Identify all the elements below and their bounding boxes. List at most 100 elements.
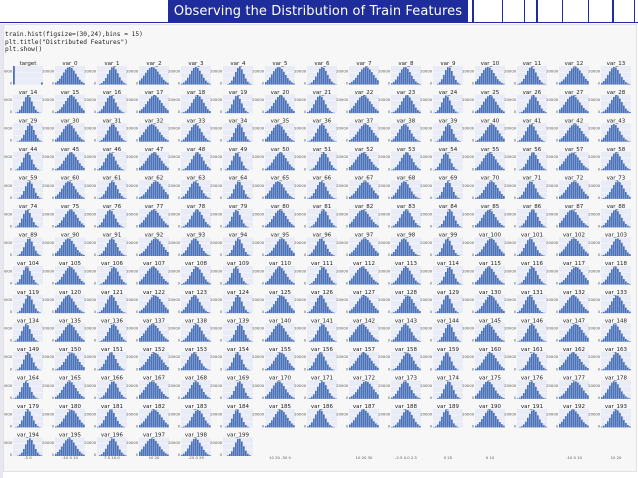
histogram-bar — [73, 384, 75, 399]
y-tick-label: 20000 — [168, 297, 181, 302]
histogram-bar — [615, 267, 617, 285]
histogram-bar — [291, 250, 293, 256]
histogram-bar — [357, 213, 359, 228]
y-tick-label: 20000 — [168, 97, 181, 102]
histogram-bar — [19, 454, 21, 456]
histogram-bar — [503, 340, 505, 342]
histogram-bar — [569, 210, 571, 228]
histogram-bar — [79, 220, 81, 228]
histogram-bar — [377, 340, 379, 342]
y-tick-label: 0 — [52, 195, 55, 200]
histogram-bar — [535, 270, 537, 285]
histogram-bar — [559, 310, 561, 314]
histogram-bar — [65, 383, 67, 399]
histogram-bar — [29, 329, 31, 342]
histogram-bar — [153, 409, 155, 428]
histogram-bar — [163, 221, 165, 228]
panel-title: var_52 — [355, 147, 374, 153]
histogram-bar — [113, 412, 115, 428]
histogram-bar — [369, 127, 371, 142]
y-tick-label: 20000 — [84, 354, 97, 359]
histogram-bar — [327, 364, 329, 371]
histogram-bar — [227, 281, 229, 285]
panel-title: var_163 — [605, 347, 628, 353]
y-tick-label: 0 — [430, 138, 433, 143]
histogram-bar — [577, 214, 579, 228]
histogram-bar — [537, 134, 539, 142]
histogram-bar — [483, 101, 485, 114]
panel-title: var_97 — [355, 233, 374, 239]
histogram-bar — [351, 396, 353, 399]
histogram-bar — [247, 112, 249, 114]
histogram-bar — [269, 222, 271, 228]
histogram-bar — [453, 423, 455, 428]
histogram-bar — [155, 210, 157, 228]
histogram-bar — [353, 162, 355, 171]
histogram-bar — [529, 181, 531, 199]
histogram-bar — [575, 154, 577, 171]
y-tick-label: 20000 — [126, 326, 139, 331]
histogram-bar — [329, 78, 331, 85]
histogram-bar — [585, 366, 587, 371]
histogram-bar — [579, 102, 581, 114]
histogram-bar — [405, 381, 407, 399]
histogram-bar — [411, 158, 413, 171]
histogram-bar — [401, 270, 403, 285]
histogram-bar — [489, 67, 491, 85]
histogram-bar — [195, 410, 197, 428]
histogram-bar — [61, 333, 63, 342]
histogram-bar — [25, 130, 27, 142]
y-tick-label: 20000 — [336, 411, 349, 416]
histogram-bar — [27, 125, 29, 142]
histogram-bar — [331, 81, 333, 85]
y-tick-label: 0 — [178, 281, 181, 286]
histogram-bar — [417, 167, 419, 171]
histogram-bar — [315, 278, 317, 285]
histogram-bar — [359, 72, 361, 85]
histogram-bar — [101, 196, 103, 199]
histogram-bar — [475, 81, 477, 85]
histogram-bar — [25, 324, 27, 342]
histogram-bar — [233, 155, 235, 171]
histogram-bar — [61, 389, 63, 399]
histogram-bar — [109, 152, 111, 171]
histogram-bar — [373, 421, 375, 428]
histogram-bar — [143, 333, 145, 342]
histogram-bar — [205, 394, 207, 399]
histogram-bar — [285, 299, 287, 314]
y-tick-label: 0 — [136, 138, 139, 143]
histogram-bar — [333, 312, 335, 314]
histogram-bar — [287, 103, 289, 114]
histogram-bar — [77, 134, 79, 142]
histogram-bar — [327, 273, 329, 285]
panel-title: var_114 — [437, 261, 460, 267]
histogram-bar — [289, 106, 291, 114]
histogram-bar — [527, 159, 529, 171]
histogram-bar — [523, 191, 525, 199]
histogram-bar — [201, 305, 203, 314]
histogram-bar — [77, 76, 79, 85]
histogram-bar — [607, 332, 609, 342]
histogram-bar — [167, 366, 169, 371]
histogram-bar — [149, 67, 151, 85]
histogram-bar — [311, 252, 313, 256]
histogram-bar — [283, 411, 285, 428]
y-tick-label: 0 — [346, 338, 349, 343]
histogram-bar — [19, 109, 21, 114]
stripe — [502, 0, 503, 22]
y-tick-label: 0 — [304, 81, 307, 86]
histogram-bar — [99, 254, 101, 256]
histogram-bar — [69, 324, 71, 342]
histogram-bar — [199, 154, 201, 171]
histogram-bar — [369, 184, 371, 199]
y-tick-label: 0 — [220, 309, 223, 314]
histogram-bar — [357, 75, 359, 85]
histogram-bar — [35, 308, 37, 314]
histogram-bar — [497, 335, 499, 342]
histogram-bar — [367, 67, 369, 85]
histogram-bar — [579, 70, 581, 85]
histogram-bar — [377, 195, 379, 199]
